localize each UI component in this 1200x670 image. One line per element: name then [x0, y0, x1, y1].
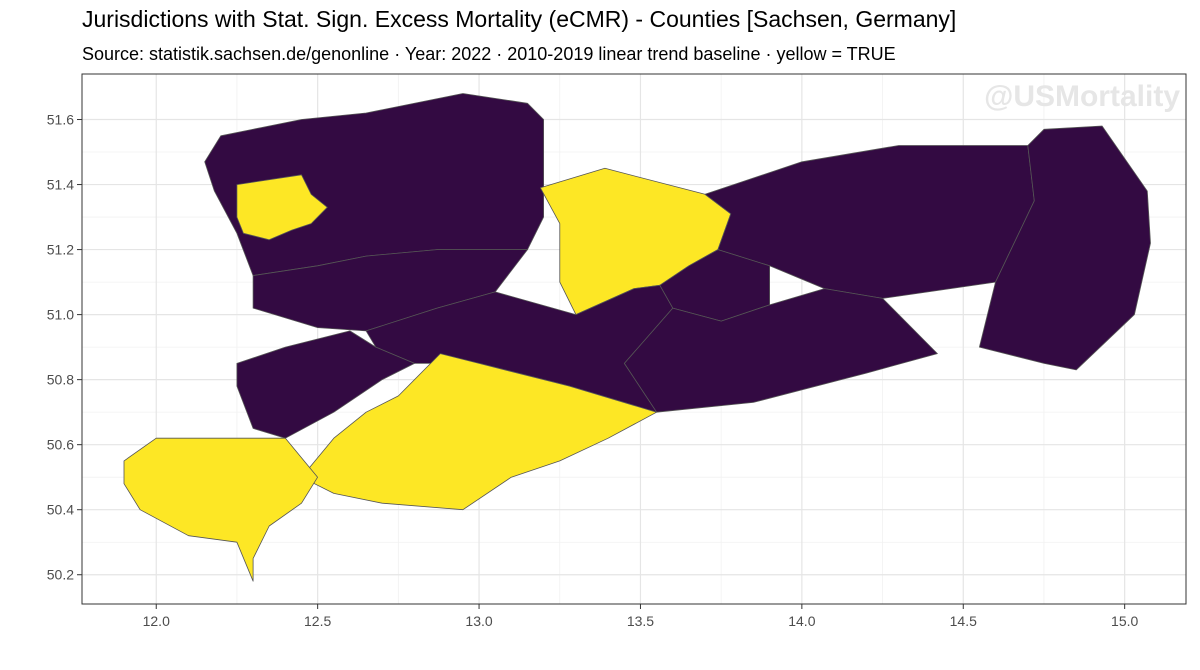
axis-ticks: 12.0 12.5 13.0 13.5 14.0 14.5 15.0 50.2 50.4 50.6… — [47, 112, 1139, 629]
county-vogtlandkreis — [123, 437, 319, 582]
y-tick-label: 50.8 — [47, 372, 74, 388]
y-tick-label: 50.6 — [47, 437, 74, 453]
y-tick-label: 51.4 — [47, 177, 74, 193]
x-tick-label: 12.0 — [143, 613, 170, 629]
county-goerlitz — [979, 125, 1151, 371]
regions — [123, 93, 1151, 582]
chart-subtitle: Source: statistik.sachsen.de/genonline ·… — [82, 44, 896, 64]
x-tick-label: 13.5 — [627, 613, 654, 629]
chart-title: Jurisdictions with Stat. Sign. Excess Mo… — [82, 6, 957, 32]
county-bautzen — [704, 145, 1035, 299]
y-tick-label: 50.4 — [47, 502, 74, 518]
x-tick-label: 12.5 — [304, 613, 331, 629]
county-mittelsachsen — [365, 284, 674, 413]
x-tick-label: 13.0 — [465, 613, 492, 629]
county-leipzig-stadt — [236, 174, 328, 241]
x-tick-label: 14.5 — [950, 613, 977, 629]
y-tick-label: 51.6 — [47, 112, 74, 128]
x-tick-label: 14.0 — [788, 613, 815, 629]
y-tick-label: 50.2 — [47, 567, 74, 583]
x-tick-label: 15.0 — [1111, 613, 1138, 629]
watermark: @USMortality — [984, 80, 1180, 113]
panel-border — [81, 73, 1187, 605]
y-tick-label: 51.2 — [47, 242, 74, 258]
y-tick-label: 51.0 — [47, 307, 74, 323]
county-erzgebirgskreis — [301, 353, 657, 511]
county-zwickau — [236, 330, 415, 439]
